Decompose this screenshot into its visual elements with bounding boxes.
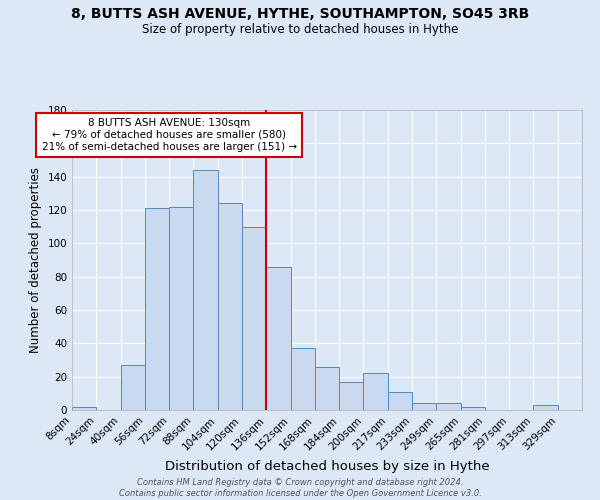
Y-axis label: Number of detached properties: Number of detached properties	[29, 167, 42, 353]
Bar	[533, 405, 558, 410]
Bar	[145, 208, 169, 410]
Bar	[72, 406, 96, 410]
Text: Size of property relative to detached houses in Hythe: Size of property relative to detached ho…	[142, 22, 458, 36]
Bar	[339, 382, 364, 410]
Bar	[290, 348, 315, 410]
Bar	[121, 365, 145, 410]
Bar	[315, 366, 339, 410]
Bar	[193, 170, 218, 410]
Bar	[169, 206, 193, 410]
Text: Contains HM Land Registry data © Crown copyright and database right 2024.
Contai: Contains HM Land Registry data © Crown c…	[119, 478, 481, 498]
Bar	[242, 226, 266, 410]
Bar	[218, 204, 242, 410]
Text: 8, BUTTS ASH AVENUE, HYTHE, SOUTHAMPTON, SO45 3RB: 8, BUTTS ASH AVENUE, HYTHE, SOUTHAMPTON,…	[71, 8, 529, 22]
Text: 8 BUTTS ASH AVENUE: 130sqm
← 79% of detached houses are smaller (580)
21% of sem: 8 BUTTS ASH AVENUE: 130sqm ← 79% of deta…	[41, 118, 297, 152]
Bar	[412, 404, 436, 410]
X-axis label: Distribution of detached houses by size in Hythe: Distribution of detached houses by size …	[164, 460, 490, 473]
Bar	[461, 406, 485, 410]
Bar	[364, 374, 388, 410]
Bar	[436, 404, 461, 410]
Bar	[266, 266, 290, 410]
Bar	[388, 392, 412, 410]
